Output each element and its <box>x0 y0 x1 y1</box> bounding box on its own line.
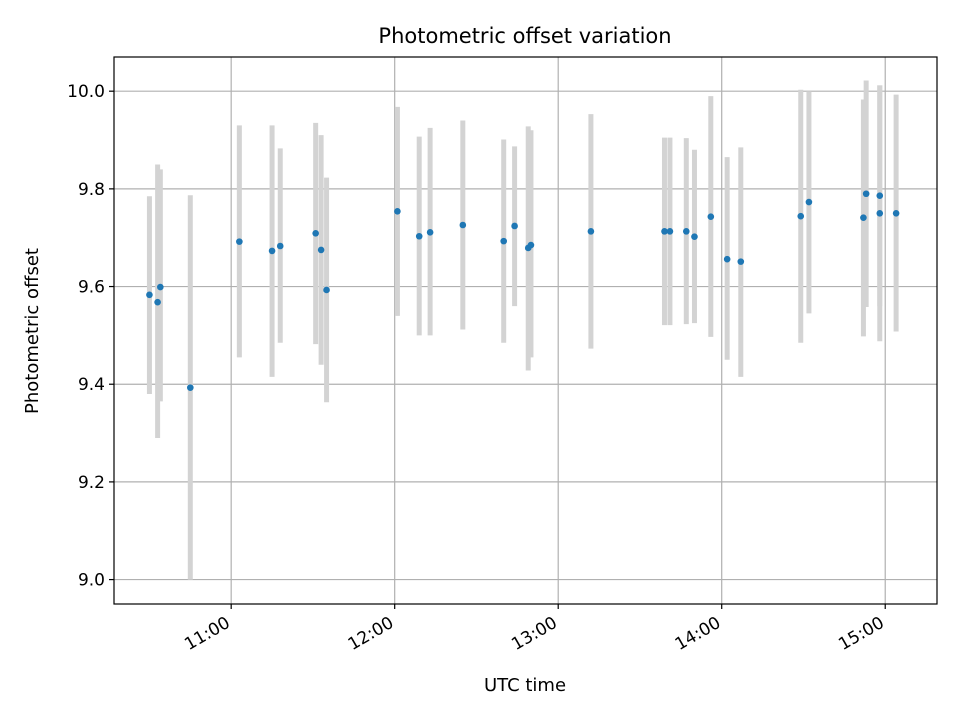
data-point <box>737 258 745 265</box>
y-tick-label: 9.6 <box>78 278 105 298</box>
data-point <box>268 247 276 255</box>
data-point <box>187 384 194 391</box>
chart-title: Photometric offset variation <box>378 24 671 48</box>
y-axis-label: Photometric offset <box>22 248 43 414</box>
data-point <box>459 221 467 229</box>
y-tick-label: 9.2 <box>78 473 105 493</box>
data-point <box>426 229 434 236</box>
data-point <box>317 246 325 254</box>
data-point <box>666 228 674 235</box>
data-point <box>157 283 164 291</box>
data-point <box>860 214 867 221</box>
data-point <box>862 190 870 198</box>
data-point <box>797 212 805 220</box>
data-point <box>707 213 715 221</box>
y-axis-ticks: 9.0 9.2 9.4 9.6 9.8 10.0 <box>67 82 114 591</box>
data-point <box>236 238 243 245</box>
data-point <box>805 198 813 206</box>
data-point <box>876 209 884 217</box>
data-point <box>276 242 284 250</box>
data-point <box>661 228 668 235</box>
y-tick-label: 9.0 <box>78 571 105 591</box>
data-point <box>876 192 884 200</box>
data-point <box>511 222 518 230</box>
data-point <box>527 241 535 249</box>
data-point <box>500 237 507 245</box>
y-tick-label: 10.0 <box>67 82 105 102</box>
data-point <box>415 232 423 240</box>
data-point <box>394 208 401 215</box>
data-point <box>312 230 319 237</box>
plot-frame <box>113 56 938 605</box>
data-point <box>587 228 595 235</box>
data-point <box>146 291 153 299</box>
x-axis-label: UTC time <box>484 675 566 696</box>
data-point <box>323 286 330 294</box>
data-point <box>723 255 731 263</box>
y-tick-label: 9.4 <box>78 375 105 395</box>
data-points <box>146 190 900 391</box>
data-point <box>682 228 690 235</box>
data-point <box>892 209 900 217</box>
data-point <box>691 233 698 241</box>
data-point <box>154 298 161 306</box>
y-tick-label: 9.8 <box>78 180 105 200</box>
